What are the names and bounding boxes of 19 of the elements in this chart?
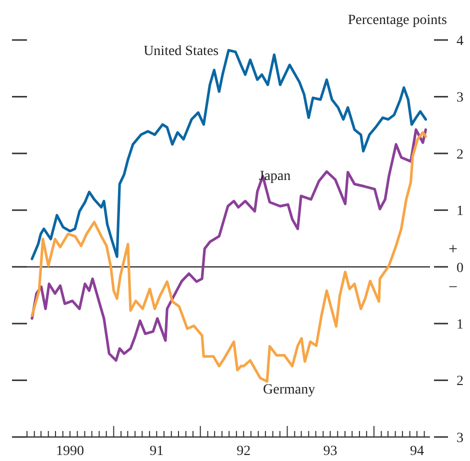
y-axis-title: Percentage points xyxy=(348,13,447,28)
x-tick-label: 94 xyxy=(410,444,424,459)
text: + xyxy=(448,240,458,258)
x-tick-label: 92 xyxy=(236,444,251,459)
x-tick-label: 93 xyxy=(323,444,338,459)
series-label: United States xyxy=(144,44,219,60)
y-tick-label: 4 xyxy=(456,34,464,49)
y-tick-label: 3 xyxy=(456,430,464,446)
y-tick-label: 0 xyxy=(456,260,464,276)
series-label: Japan xyxy=(258,169,291,184)
y-tick-label: 1 xyxy=(456,317,464,332)
y-tick-label: 2 xyxy=(456,147,464,162)
x-tick-label: 1990 xyxy=(56,444,84,459)
x-tick-label: 91 xyxy=(150,444,164,459)
series-label: Germany xyxy=(263,382,316,398)
y-tick-label: 3 xyxy=(456,90,464,106)
y-tick-label: 1 xyxy=(456,204,464,220)
y-tick-label: 2 xyxy=(456,374,464,390)
text: − xyxy=(448,278,458,296)
